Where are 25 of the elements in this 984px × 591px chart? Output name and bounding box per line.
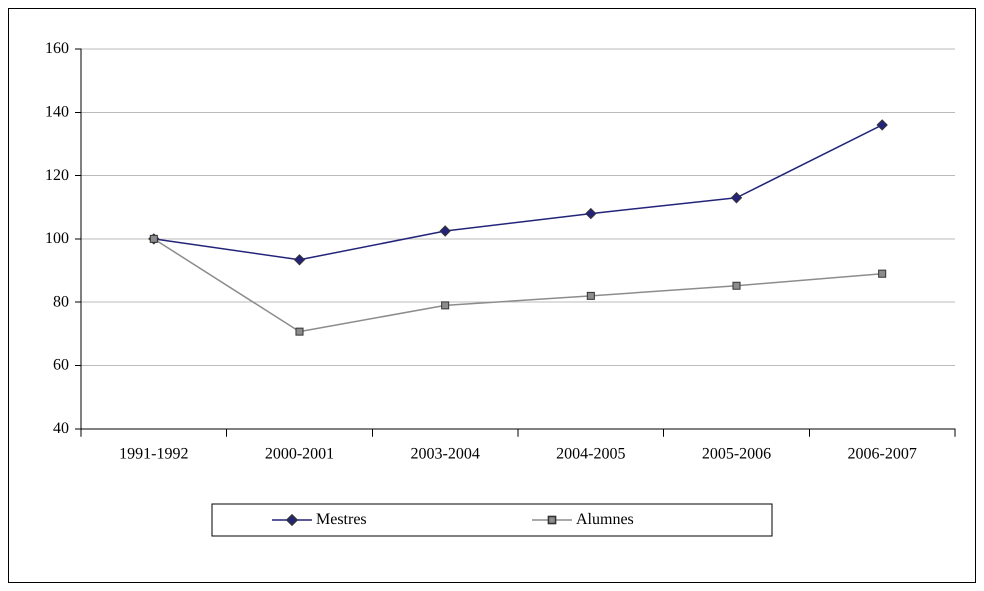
- legend-label: Alumnes: [576, 511, 634, 528]
- x-tick-label: 2000-2001: [264, 446, 334, 463]
- x-tick-label: 2005-2006: [702, 446, 772, 463]
- y-tick-label: 40: [53, 420, 69, 438]
- point: [441, 301, 450, 310]
- point: [585, 208, 596, 220]
- x-tick-label: 2004-2005: [556, 446, 626, 463]
- y-tick-label: 80: [53, 293, 69, 310]
- y-tick-label: 140: [45, 104, 69, 121]
- x-tick-label: 2006-2007: [848, 446, 917, 463]
- point: [294, 254, 305, 266]
- y-tick-label: 60: [53, 356, 69, 374]
- point: [876, 119, 888, 130]
- x-tick-label: 1991-1992: [119, 446, 188, 463]
- point: [732, 282, 741, 290]
- y-tick-label: 120: [45, 166, 69, 184]
- y-tick-label: 100: [45, 230, 69, 248]
- point: [295, 328, 304, 336]
- legend-label: Mestres: [316, 511, 367, 528]
- point: [731, 192, 742, 204]
- y-tick-label: 160: [45, 40, 69, 58]
- x-tick-label: 2003-2004: [410, 446, 480, 463]
- point: [586, 292, 595, 300]
- point: [440, 225, 451, 236]
- point: [878, 270, 886, 278]
